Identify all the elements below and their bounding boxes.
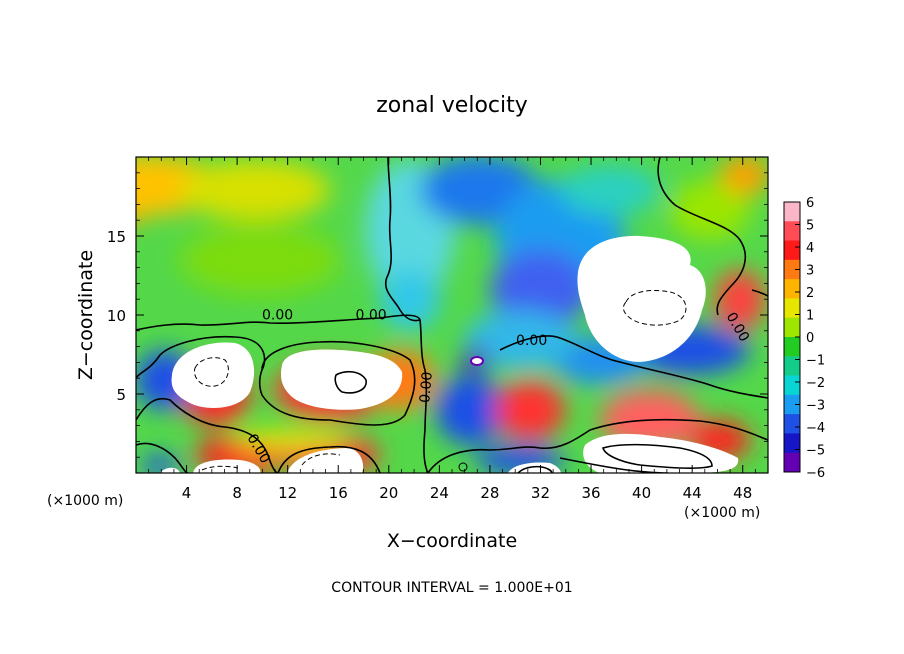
colorbar: 6 5 4 3 2 1 0 −1 −2 −3 −4 −5 −6 [783, 196, 825, 481]
x-units-right: (×1000 m) [684, 505, 760, 521]
colorbar-tick-label: 4 [806, 241, 814, 256]
colorbar-tick-label: 5 [806, 219, 814, 234]
colorbar-swatch [784, 394, 800, 415]
chart-title: zonal velocity [376, 93, 528, 118]
x-tick-label: 8 [232, 484, 242, 502]
colorbar-swatch [784, 433, 800, 454]
x-tick-label: 4 [182, 484, 192, 502]
contour-label: 0.00 [356, 308, 387, 324]
y-tick-label: 10 [107, 307, 126, 325]
y-axis-label: Z−coordinate [75, 250, 97, 380]
colorbar-swatch [784, 337, 800, 357]
colorbar-swatch [784, 259, 800, 280]
colorbar-tick-label: 3 [806, 264, 814, 279]
x-tick-label: 32 [531, 484, 550, 502]
colorbar-swatch [784, 414, 800, 434]
plot-area: 0.00 0.000.000.000.000.00 [136, 157, 768, 473]
colorbar-tick-label: −5 [806, 444, 825, 459]
contour-interval-note: CONTOUR INTERVAL = 1.000E+01 [331, 580, 572, 596]
colorbar-swatch [784, 317, 800, 338]
colorbar-tick-label: −1 [806, 354, 825, 369]
colorbar-tick-label: 6 [806, 196, 814, 211]
colorbar-tick-label: −6 [806, 466, 825, 481]
x-axis: 4 8 12 16 20 24 28 32 36 40 44 48 [148, 157, 756, 502]
x-tick-label: 16 [329, 484, 348, 502]
x-tick-label: 24 [430, 484, 449, 502]
x-axis-label: X−coordinate [387, 530, 517, 552]
colorbar-swatch [784, 279, 800, 299]
colorbar-tick-label: 0 [806, 331, 814, 346]
field-cores [160, 235, 739, 473]
x-tick-label: 12 [278, 484, 297, 502]
colorbar-tick-label: −4 [806, 421, 825, 436]
contour-label: 0.00 [417, 371, 436, 403]
x-tick-label: 44 [683, 484, 702, 502]
colorbar-swatch [784, 356, 800, 377]
colorbar-swatch [784, 375, 800, 396]
contour-label: 0.00 [262, 308, 293, 324]
x-tick-label: 48 [733, 484, 752, 502]
colorbar-swatch [784, 240, 800, 261]
colorbar-tick-label: 1 [806, 309, 814, 324]
x-tick-label: 28 [480, 484, 499, 502]
colorbar-swatch [784, 298, 800, 319]
y-tick-label: 15 [107, 228, 126, 246]
colorbar-swatch [784, 202, 800, 222]
colorbar-tick-label: −3 [806, 399, 825, 414]
x-units-left: (×1000 m) [47, 493, 123, 509]
colorbar-tick-label: −2 [806, 376, 825, 391]
y-tick-label: 5 [116, 386, 126, 404]
colorbar-swatch [784, 221, 800, 242]
x-tick-label: 40 [632, 484, 651, 502]
x-tick-label: 20 [379, 484, 398, 502]
y-axis: 5 10 15 [107, 172, 768, 458]
contour-label: 0.00 [516, 333, 547, 349]
x-tick-label: 36 [581, 484, 600, 502]
colorbar-tick-label: 2 [806, 286, 814, 301]
colorbar-swatch [784, 452, 800, 473]
